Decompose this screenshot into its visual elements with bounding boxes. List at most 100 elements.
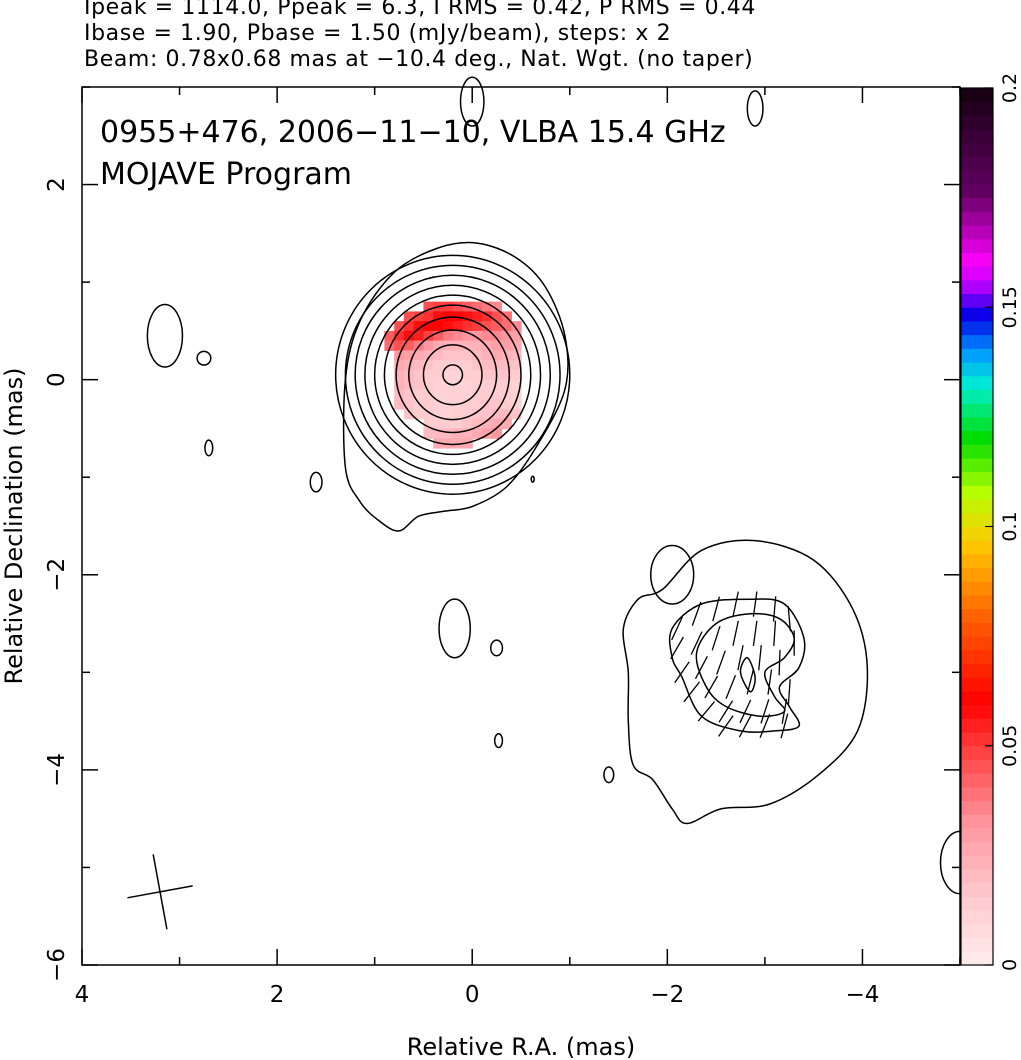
pol-pixel bbox=[394, 399, 405, 410]
colorbar-tick-label: 0.05 bbox=[999, 725, 1021, 767]
y-axis-label: Relative Declination (mas) bbox=[0, 367, 28, 684]
colorbar-tick-label: 0.15 bbox=[999, 286, 1021, 328]
pol-pixel bbox=[482, 330, 493, 342]
pol-pixel bbox=[491, 360, 503, 371]
evpa-vector bbox=[725, 674, 737, 699]
colorbar-segment bbox=[961, 841, 993, 856]
core-contour bbox=[395, 316, 511, 434]
pol-pixel bbox=[482, 321, 493, 332]
colorbar-segment bbox=[961, 855, 993, 870]
colorbar-segment bbox=[961, 910, 993, 925]
pol-pixel bbox=[462, 311, 473, 322]
evpa-vector bbox=[697, 701, 715, 722]
core-contour bbox=[383, 304, 522, 446]
jet-contour bbox=[739, 656, 756, 693]
pol-pixel bbox=[501, 379, 512, 391]
pol-pixel bbox=[443, 350, 454, 361]
core-contour bbox=[408, 329, 498, 421]
evpa-vector bbox=[780, 713, 789, 739]
pol-pixel bbox=[491, 311, 503, 322]
pol-pixel bbox=[482, 399, 493, 410]
pol-pixel bbox=[491, 418, 503, 430]
core-contour bbox=[422, 344, 483, 406]
colorbar-segment bbox=[961, 595, 993, 610]
evpa-vector bbox=[716, 650, 726, 675]
polarized-intensity-layer bbox=[384, 301, 522, 449]
pol-pixel bbox=[423, 428, 434, 439]
pol-pixel bbox=[452, 438, 464, 449]
pol-pixel bbox=[433, 408, 444, 420]
colorbar-segment bbox=[961, 814, 993, 829]
core-contour bbox=[442, 364, 464, 386]
colorbar-segment bbox=[961, 718, 993, 733]
contour-island bbox=[309, 471, 323, 493]
pol-pixel bbox=[403, 408, 415, 420]
pol-pixel bbox=[511, 389, 522, 400]
pol-pixel bbox=[433, 330, 444, 342]
pol-pixel bbox=[462, 350, 473, 361]
colorbar-segment bbox=[961, 745, 993, 760]
pol-pixel bbox=[501, 360, 512, 371]
pol-pixel bbox=[443, 301, 454, 312]
pol-pixel bbox=[501, 330, 512, 342]
pol-pixel bbox=[433, 418, 444, 430]
colorbar-segment bbox=[961, 636, 993, 651]
pol-pixel bbox=[462, 389, 473, 400]
y-tick-label: −4 bbox=[44, 753, 70, 787]
x-tick-label: 2 bbox=[270, 982, 285, 1008]
pol-pixel bbox=[511, 408, 522, 420]
colorbar-tick-label: 0 bbox=[999, 959, 1021, 971]
colorbar-segment bbox=[961, 773, 993, 788]
jet-contour bbox=[622, 539, 869, 825]
evpa-vector bbox=[683, 681, 701, 703]
pol-pixel bbox=[511, 379, 522, 391]
y-tick-label: −2 bbox=[44, 558, 70, 592]
pol-pixel bbox=[501, 340, 512, 351]
evpa-vector bbox=[778, 649, 781, 676]
pol-pixel bbox=[501, 321, 512, 332]
evpa-vector bbox=[752, 620, 758, 646]
pol-pixel bbox=[452, 379, 464, 391]
pol-pixel bbox=[482, 418, 493, 430]
pol-pixel bbox=[472, 369, 483, 381]
pol-pixel bbox=[403, 350, 415, 361]
pol-pixel bbox=[472, 321, 483, 332]
colorbar-segment bbox=[961, 937, 993, 952]
pol-pixel bbox=[413, 408, 425, 420]
colorbar-segment bbox=[961, 951, 993, 966]
pol-pixel bbox=[452, 360, 464, 371]
colorbar-segment bbox=[961, 197, 993, 212]
header-line-2: Ibase = 1.90, Pbase = 1.50 (mJy/beam), s… bbox=[84, 21, 672, 46]
contour-island bbox=[649, 544, 695, 605]
pol-pixel bbox=[472, 330, 483, 342]
pol-pixel bbox=[462, 408, 473, 420]
colorbar-segment bbox=[961, 581, 993, 596]
pol-pixel bbox=[433, 360, 444, 371]
y-tick-label: 0 bbox=[44, 372, 70, 387]
colorbar-segment bbox=[961, 690, 993, 706]
total-intensity-contours bbox=[146, 76, 981, 895]
jet-contour bbox=[695, 612, 795, 718]
pol-pixel bbox=[394, 321, 405, 332]
colorbar-segment bbox=[961, 869, 993, 884]
colorbar-segment bbox=[961, 827, 993, 843]
core-outer-contour bbox=[342, 241, 569, 532]
colorbar-segment bbox=[961, 800, 993, 815]
pol-pixel bbox=[462, 418, 473, 430]
pol-pixel bbox=[491, 340, 503, 351]
header-line-1: Ipeak = 1114.0, Ppeak = 6.3, I RMS = 0.4… bbox=[84, 0, 756, 20]
pol-pixel bbox=[452, 408, 464, 420]
pol-pixel bbox=[452, 428, 464, 439]
evpa-vector bbox=[773, 620, 777, 647]
colorbar-segment bbox=[961, 471, 993, 486]
colorbar-segment bbox=[961, 320, 993, 336]
contour-island bbox=[746, 90, 764, 127]
pol-pixel bbox=[423, 350, 434, 361]
colorbar-segment bbox=[961, 156, 993, 171]
pol-pixel bbox=[452, 389, 464, 400]
colorbar-segment bbox=[961, 142, 993, 158]
pol-pixel bbox=[452, 350, 464, 361]
pol-pixel bbox=[394, 360, 405, 371]
evpa-vector bbox=[767, 669, 773, 695]
pol-pixel bbox=[423, 408, 434, 420]
